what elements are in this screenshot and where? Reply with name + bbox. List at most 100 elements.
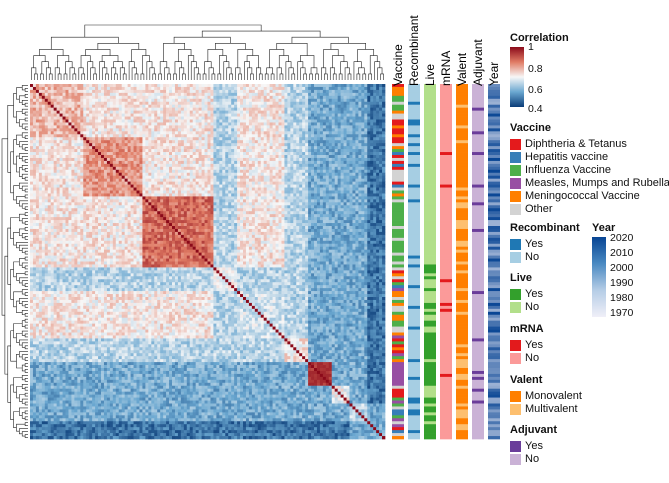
- heat-cell: [189, 104, 194, 109]
- heat-cell: [95, 181, 99, 185]
- heat-cell: [240, 157, 244, 162]
- heat-cell: [240, 86, 244, 91]
- heat-cell: [219, 146, 223, 150]
- heat-cell: [109, 110, 114, 114]
- heat-cell: [213, 89, 217, 94]
- heat-cell: [89, 134, 93, 138]
- heat-cell: [228, 190, 232, 194]
- heat-cell: [172, 184, 176, 188]
- heat-cell: [248, 110, 253, 114]
- heat-cell: [243, 160, 247, 165]
- heat-cell: [106, 184, 111, 188]
- heat-cell: [245, 140, 250, 144]
- heat-cell: [376, 101, 380, 106]
- heat-cell: [328, 110, 333, 114]
- heat-cell: [89, 104, 93, 109]
- heat-cell: [92, 98, 96, 103]
- heat-cell: [44, 107, 49, 111]
- heat-cell: [231, 101, 235, 106]
- heat-cell: [142, 131, 146, 135]
- dendrogram-branch: [21, 412, 26, 419]
- heat-cell: [349, 95, 353, 100]
- heat-cell: [213, 113, 217, 117]
- heat-cell: [189, 140, 194, 144]
- heat-cell: [145, 128, 149, 132]
- heat-cell: [56, 157, 60, 162]
- heat-cell: [379, 113, 383, 117]
- heat-cell: [314, 181, 318, 185]
- heat-cell: [382, 140, 386, 144]
- heat-cell: [59, 193, 63, 197]
- heat-cell: [56, 184, 60, 188]
- heat-cell: [222, 190, 226, 194]
- heat-cell: [44, 166, 49, 171]
- heat-cell: [86, 116, 90, 120]
- heat-cell: [35, 172, 40, 177]
- heat-cell: [331, 116, 336, 120]
- heat-cell: [361, 131, 365, 135]
- heat-cell: [47, 190, 52, 194]
- heat-cell: [299, 172, 303, 177]
- heat-cell: [106, 163, 111, 168]
- heat-cell: [35, 86, 40, 91]
- heat-cell: [130, 128, 134, 132]
- heat-cell: [219, 166, 223, 171]
- heat-cell: [166, 110, 170, 114]
- heat-cell: [379, 104, 383, 109]
- heat-cell: [216, 143, 220, 147]
- heat-cell: [189, 199, 194, 203]
- heat-cell: [278, 134, 282, 138]
- heat-cell: [281, 193, 285, 197]
- heat-cell: [204, 157, 208, 162]
- heat-cell: [127, 199, 131, 203]
- heat-cell: [118, 119, 123, 123]
- heat-cell: [370, 116, 374, 120]
- heat-cell: [281, 110, 285, 114]
- heat-cell: [376, 98, 380, 103]
- heat-cell: [222, 104, 226, 109]
- heat-cell: [266, 166, 270, 171]
- heat-cell: [130, 172, 134, 177]
- heat-cell: [74, 184, 78, 188]
- heat-cell: [266, 184, 270, 188]
- heat-cell: [281, 143, 285, 147]
- heat-cell: [216, 137, 220, 141]
- heat-cell: [228, 152, 232, 156]
- heat-cell: [331, 193, 336, 197]
- heat-cell: [32, 84, 37, 88]
- heat-cell: [314, 160, 318, 165]
- heat-cell: [210, 104, 214, 109]
- heat-cell: [308, 157, 312, 162]
- heat-cell: [98, 125, 102, 129]
- heat-cell: [95, 143, 99, 147]
- heat-cell: [53, 199, 57, 203]
- heat-cell: [35, 175, 40, 180]
- heat-cell: [77, 119, 81, 123]
- heat-cell: [367, 122, 371, 126]
- heat-cell: [379, 190, 383, 194]
- heat-cell: [275, 160, 279, 165]
- heat-cell: [367, 190, 371, 194]
- heat-cell: [65, 160, 69, 165]
- heat-cell: [172, 199, 176, 203]
- heat-cell: [299, 181, 303, 185]
- heat-cell: [346, 84, 350, 88]
- heat-cell: [325, 110, 330, 114]
- heat-cell: [316, 104, 321, 109]
- heat-cell: [254, 163, 259, 168]
- heat-cell: [305, 146, 309, 150]
- heat-cell: [272, 131, 276, 135]
- heat-cell: [364, 143, 368, 147]
- heat-cell: [86, 119, 90, 123]
- heat-cell: [234, 95, 238, 100]
- dendrogram-branch: [297, 61, 304, 80]
- heat-cell: [56, 155, 60, 159]
- heat-cell: [379, 119, 383, 123]
- heat-cell: [349, 152, 353, 156]
- heat-cell: [130, 116, 134, 120]
- heat-cell: [346, 193, 350, 197]
- heat-cell: [243, 178, 247, 182]
- heat-cell: [56, 110, 60, 114]
- heat-cell: [278, 137, 282, 141]
- heat-cell: [163, 84, 167, 88]
